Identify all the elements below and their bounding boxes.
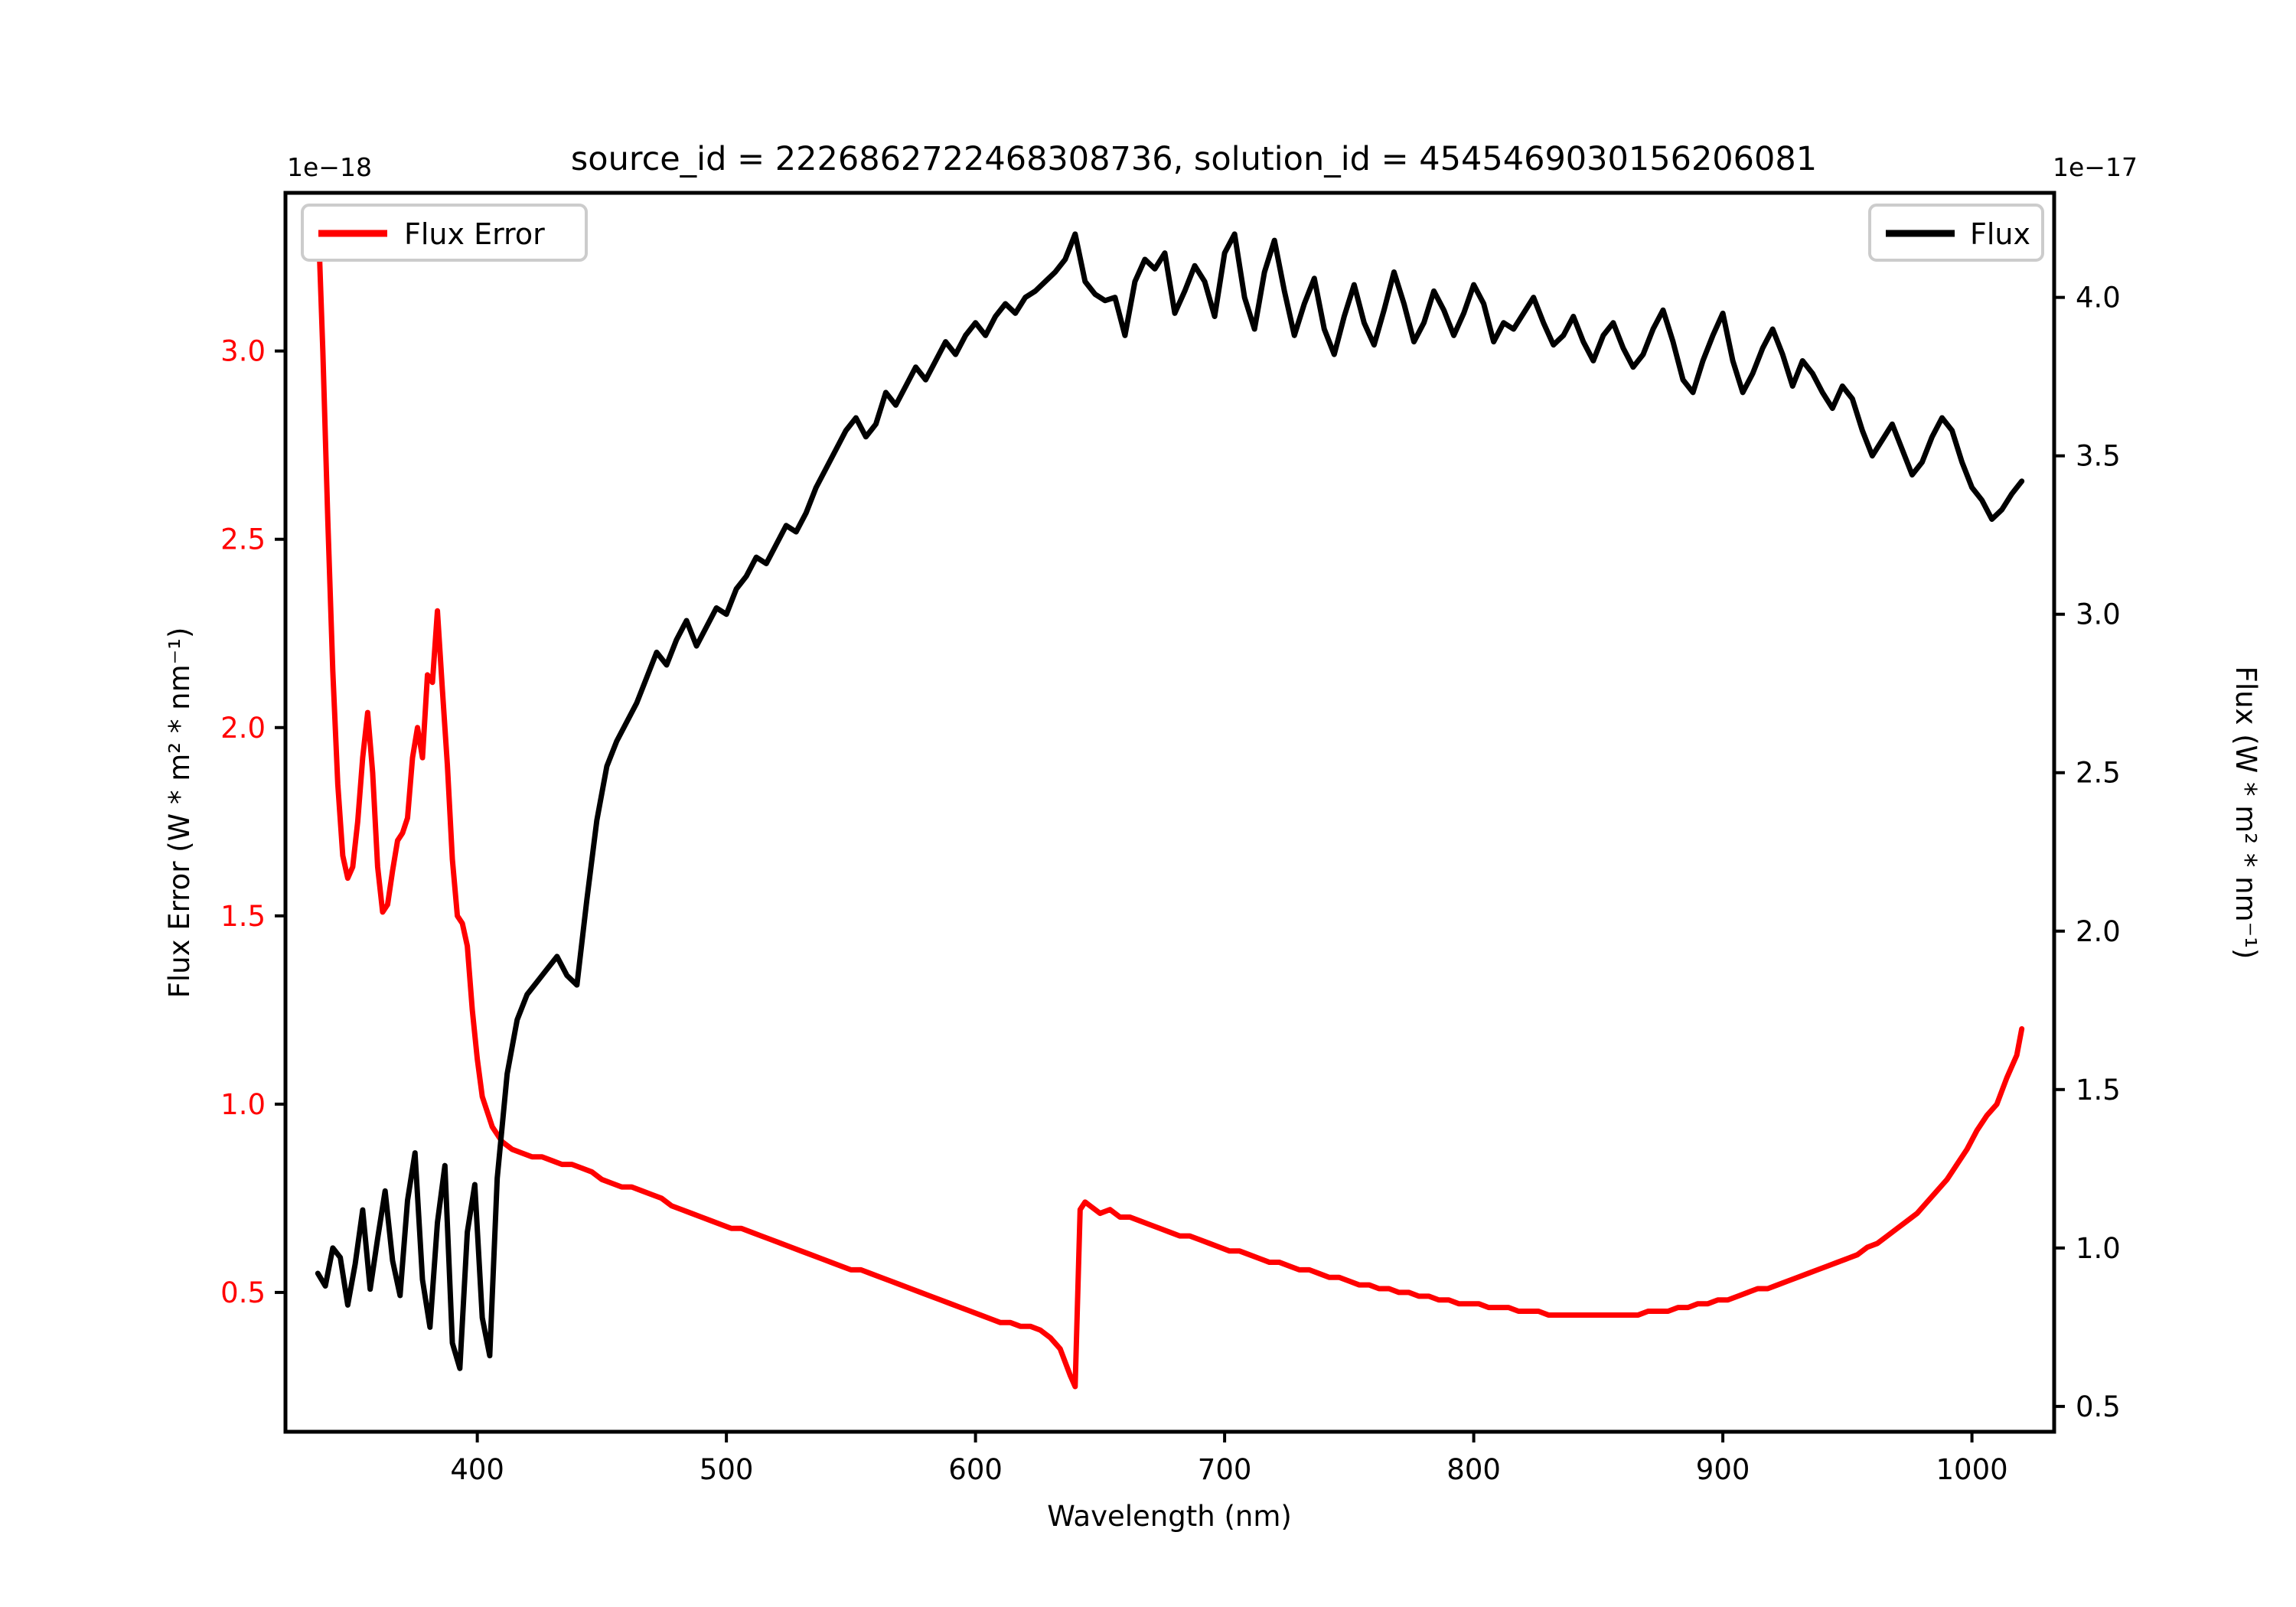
right-tick-label: 2.0 bbox=[2076, 915, 2121, 948]
x-tick-label: 700 bbox=[1198, 1453, 1252, 1486]
series-flux-error bbox=[315, 205, 2025, 1390]
left-tick-label: 1.5 bbox=[220, 900, 266, 933]
x-axis-label: Wavelength (nm) bbox=[1047, 1500, 1292, 1533]
right-tick-label: 1.0 bbox=[2076, 1232, 2121, 1265]
right-y-axis-label: Flux (W * m² * nm⁻¹) bbox=[2229, 667, 2262, 960]
right-tick-label: 4.0 bbox=[2076, 282, 2121, 315]
left-tick-label: 0.5 bbox=[220, 1276, 266, 1309]
right-tick-label: 3.0 bbox=[2076, 598, 2121, 631]
left-tick-label: 2.0 bbox=[220, 712, 266, 745]
left-tick-label: 1.0 bbox=[220, 1088, 266, 1121]
x-tick-label: 1000 bbox=[1936, 1453, 2008, 1486]
series-flux bbox=[315, 231, 2025, 1371]
legend-flux[interactable]: Flux bbox=[1868, 204, 2044, 262]
left-tick-label: 2.5 bbox=[220, 523, 266, 556]
right-tick-label: 0.5 bbox=[2076, 1390, 2121, 1423]
left-tick-label: 3.0 bbox=[220, 335, 266, 368]
legend-flux-error-box bbox=[301, 204, 588, 262]
x-tick-label: 800 bbox=[1446, 1453, 1501, 1486]
right-tick-label: 2.5 bbox=[2076, 757, 2121, 790]
left-axis-offset-label: 1e−18 bbox=[287, 152, 372, 182]
plot-title: source_id = 2226862722468308736, solutio… bbox=[571, 140, 1817, 178]
legend-flux-box bbox=[1868, 204, 2044, 262]
right-tick-label: 1.5 bbox=[2076, 1074, 2121, 1107]
right-tick-label: 3.5 bbox=[2076, 440, 2121, 473]
left-y-axis-label: Flux Error (W * m² * nm⁻¹) bbox=[163, 627, 196, 999]
data-curves-group bbox=[315, 205, 2025, 1390]
x-tick-label: 900 bbox=[1696, 1453, 1750, 1486]
plot-area-background bbox=[285, 193, 2054, 1432]
legend-flux-label: Flux bbox=[1970, 217, 2030, 251]
legend-flux-error[interactable]: Flux Error bbox=[301, 204, 588, 262]
x-tick-label: 500 bbox=[700, 1453, 754, 1486]
x-tick-label: 600 bbox=[948, 1453, 1003, 1486]
right-axis-ticks-group: 0.5 1.0 1.5 2.0 2.5 3.0 3.5 4.0 bbox=[2054, 282, 2121, 1423]
axes-spines bbox=[283, 191, 2056, 1434]
x-axis-ticks-group: 400 500 600 700 800 900 1000 bbox=[450, 1432, 2008, 1486]
left-axis-ticks-group: 0.5 1.0 1.5 2.0 2.5 3.0 bbox=[220, 335, 285, 1309]
legend-flux-error-label: Flux Error bbox=[404, 217, 545, 251]
x-tick-label: 400 bbox=[450, 1453, 504, 1486]
right-axis-offset-label: 1e−17 bbox=[2053, 152, 2138, 182]
